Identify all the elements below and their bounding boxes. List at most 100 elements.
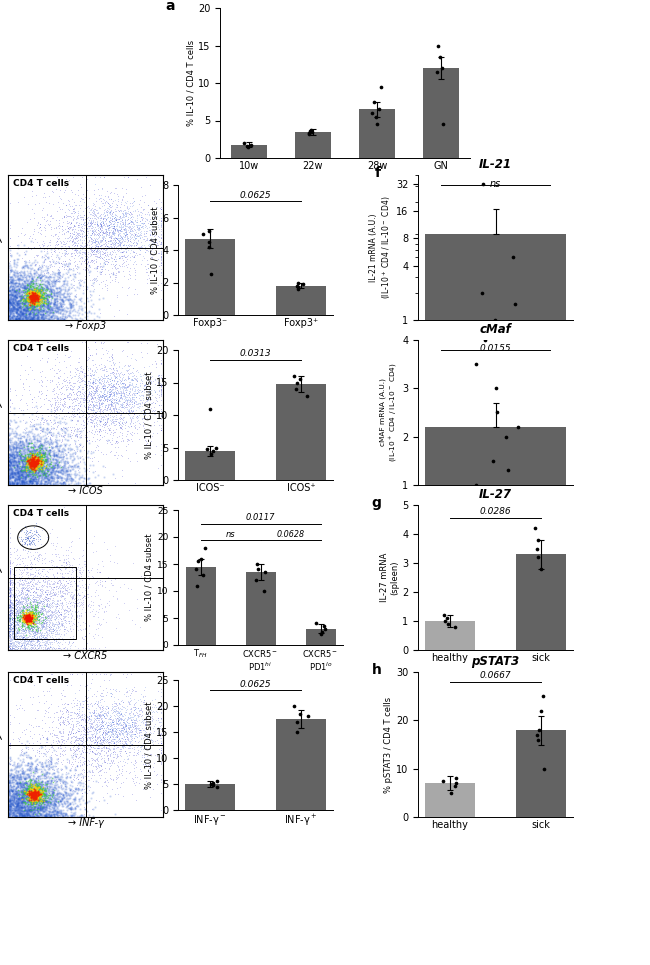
Point xyxy=(31,434,42,450)
Point xyxy=(23,779,33,794)
Point xyxy=(42,628,52,644)
Point xyxy=(20,308,31,323)
Point xyxy=(5,604,15,620)
Point xyxy=(25,803,35,818)
Point xyxy=(14,271,24,287)
Point xyxy=(14,622,24,638)
Point xyxy=(32,620,42,635)
Point xyxy=(101,272,111,288)
Point xyxy=(85,218,96,234)
Point xyxy=(102,224,112,239)
Point xyxy=(120,400,131,415)
Point xyxy=(36,453,47,468)
Point xyxy=(4,298,14,314)
Point xyxy=(25,544,35,560)
Point xyxy=(137,212,148,228)
Point xyxy=(97,180,107,196)
Point xyxy=(29,456,39,472)
Point xyxy=(18,309,29,324)
Point xyxy=(87,720,98,735)
Point xyxy=(81,280,91,295)
Point xyxy=(24,806,34,821)
Point xyxy=(144,719,155,734)
Point xyxy=(23,595,34,611)
Point xyxy=(25,291,36,307)
Point xyxy=(84,236,94,252)
Point xyxy=(119,391,129,406)
Point xyxy=(10,472,20,487)
Point xyxy=(5,582,15,597)
Point xyxy=(43,467,53,482)
Point xyxy=(72,214,83,230)
Point xyxy=(29,623,39,639)
Point xyxy=(32,801,43,816)
Point xyxy=(79,211,90,227)
Point xyxy=(19,296,29,312)
Point xyxy=(52,399,62,414)
Point xyxy=(46,791,56,807)
Point xyxy=(14,282,24,297)
Point xyxy=(39,802,49,817)
Point xyxy=(25,452,36,467)
Point xyxy=(77,364,87,379)
Point xyxy=(29,783,39,798)
Point xyxy=(10,308,21,323)
Point xyxy=(56,256,66,271)
Point xyxy=(68,722,78,737)
Point xyxy=(29,291,39,307)
Point xyxy=(25,611,36,626)
Point xyxy=(84,400,94,415)
Point xyxy=(52,786,62,801)
Point xyxy=(75,696,85,711)
Point xyxy=(77,720,88,735)
Point xyxy=(46,625,56,641)
Point xyxy=(20,459,31,475)
Point xyxy=(17,305,27,320)
Point xyxy=(111,774,122,789)
Point xyxy=(17,806,27,821)
Point xyxy=(6,595,16,611)
Point xyxy=(12,551,23,566)
Point xyxy=(62,246,73,262)
Point xyxy=(34,637,45,652)
Point xyxy=(21,269,31,285)
Point xyxy=(116,220,126,235)
Point xyxy=(101,718,112,733)
Point xyxy=(21,290,32,306)
Point xyxy=(140,244,150,260)
Point xyxy=(49,176,59,191)
Point xyxy=(18,636,29,651)
Point xyxy=(42,761,53,777)
Point xyxy=(57,596,67,612)
Point xyxy=(92,751,103,766)
Point xyxy=(103,717,113,732)
Point xyxy=(68,449,79,464)
Point xyxy=(95,746,105,761)
Point xyxy=(73,400,83,415)
Point xyxy=(21,804,31,819)
Point xyxy=(8,281,18,296)
Point xyxy=(15,448,25,463)
Point xyxy=(32,286,42,301)
Point xyxy=(40,786,50,802)
Point xyxy=(98,725,109,740)
Point xyxy=(43,607,53,622)
Point xyxy=(5,399,15,414)
Point xyxy=(63,282,73,297)
Point xyxy=(11,305,21,320)
Point xyxy=(111,360,121,375)
Point xyxy=(12,457,23,473)
Point xyxy=(31,605,41,620)
Point xyxy=(25,762,35,778)
Point xyxy=(29,801,40,816)
Point xyxy=(101,236,112,252)
Point xyxy=(30,784,40,799)
Point xyxy=(4,456,14,472)
Point xyxy=(140,721,150,736)
Point xyxy=(115,202,125,217)
Point xyxy=(16,783,27,798)
Point xyxy=(101,389,111,404)
Point xyxy=(36,619,47,634)
Point xyxy=(35,466,46,482)
Point xyxy=(21,298,31,314)
